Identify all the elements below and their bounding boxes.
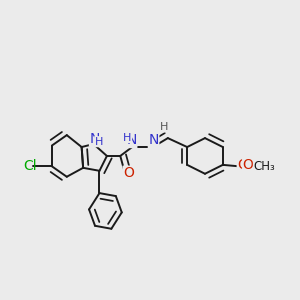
Text: H: H [95,137,103,147]
Text: O: O [243,158,254,172]
Text: H: H [160,122,169,132]
Text: N: N [89,132,100,146]
Text: O: O [123,166,134,180]
Text: O: O [237,158,248,172]
Text: H: H [123,133,132,142]
Text: Cl: Cl [23,159,37,173]
Text: CH₃: CH₃ [254,160,275,173]
Text: N: N [148,134,159,148]
Text: N: N [126,134,137,148]
